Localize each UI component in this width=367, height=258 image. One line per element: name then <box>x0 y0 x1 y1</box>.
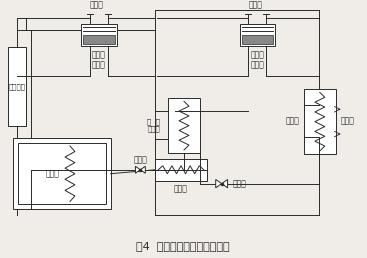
Text: 回热器: 回热器 <box>174 184 188 193</box>
Polygon shape <box>222 180 228 188</box>
Text: 冷凝器: 冷凝器 <box>285 117 299 126</box>
Text: 低温级
压缩机: 低温级 压缩机 <box>92 50 106 69</box>
Text: 蒸发器: 蒸发器 <box>45 169 59 178</box>
Bar <box>240 24 275 46</box>
Bar <box>83 35 115 44</box>
Text: 低温级: 低温级 <box>90 1 104 10</box>
Bar <box>8 47 26 126</box>
Polygon shape <box>140 166 145 173</box>
Bar <box>14 138 110 209</box>
Text: 冷  凝
蒸发器: 冷 凝 蒸发器 <box>147 118 160 132</box>
Bar <box>168 98 200 153</box>
Polygon shape <box>216 180 222 188</box>
Bar <box>155 159 207 181</box>
Bar <box>304 90 336 154</box>
Text: 平衡容器: 平衡容器 <box>9 83 26 90</box>
Bar <box>18 143 106 204</box>
Polygon shape <box>135 166 140 173</box>
Text: 高温级: 高温级 <box>248 1 262 10</box>
Text: 冷却水: 冷却水 <box>341 117 355 126</box>
Bar <box>81 24 117 46</box>
Text: 高温级
压缩机: 高温级 压缩机 <box>250 50 264 69</box>
Text: 节流阀: 节流阀 <box>233 179 247 188</box>
Text: 节流阀: 节流阀 <box>134 155 147 164</box>
Bar <box>241 35 273 44</box>
Text: 图4  复叠式制冷机的工作原理: 图4 复叠式制冷机的工作原理 <box>136 241 230 251</box>
